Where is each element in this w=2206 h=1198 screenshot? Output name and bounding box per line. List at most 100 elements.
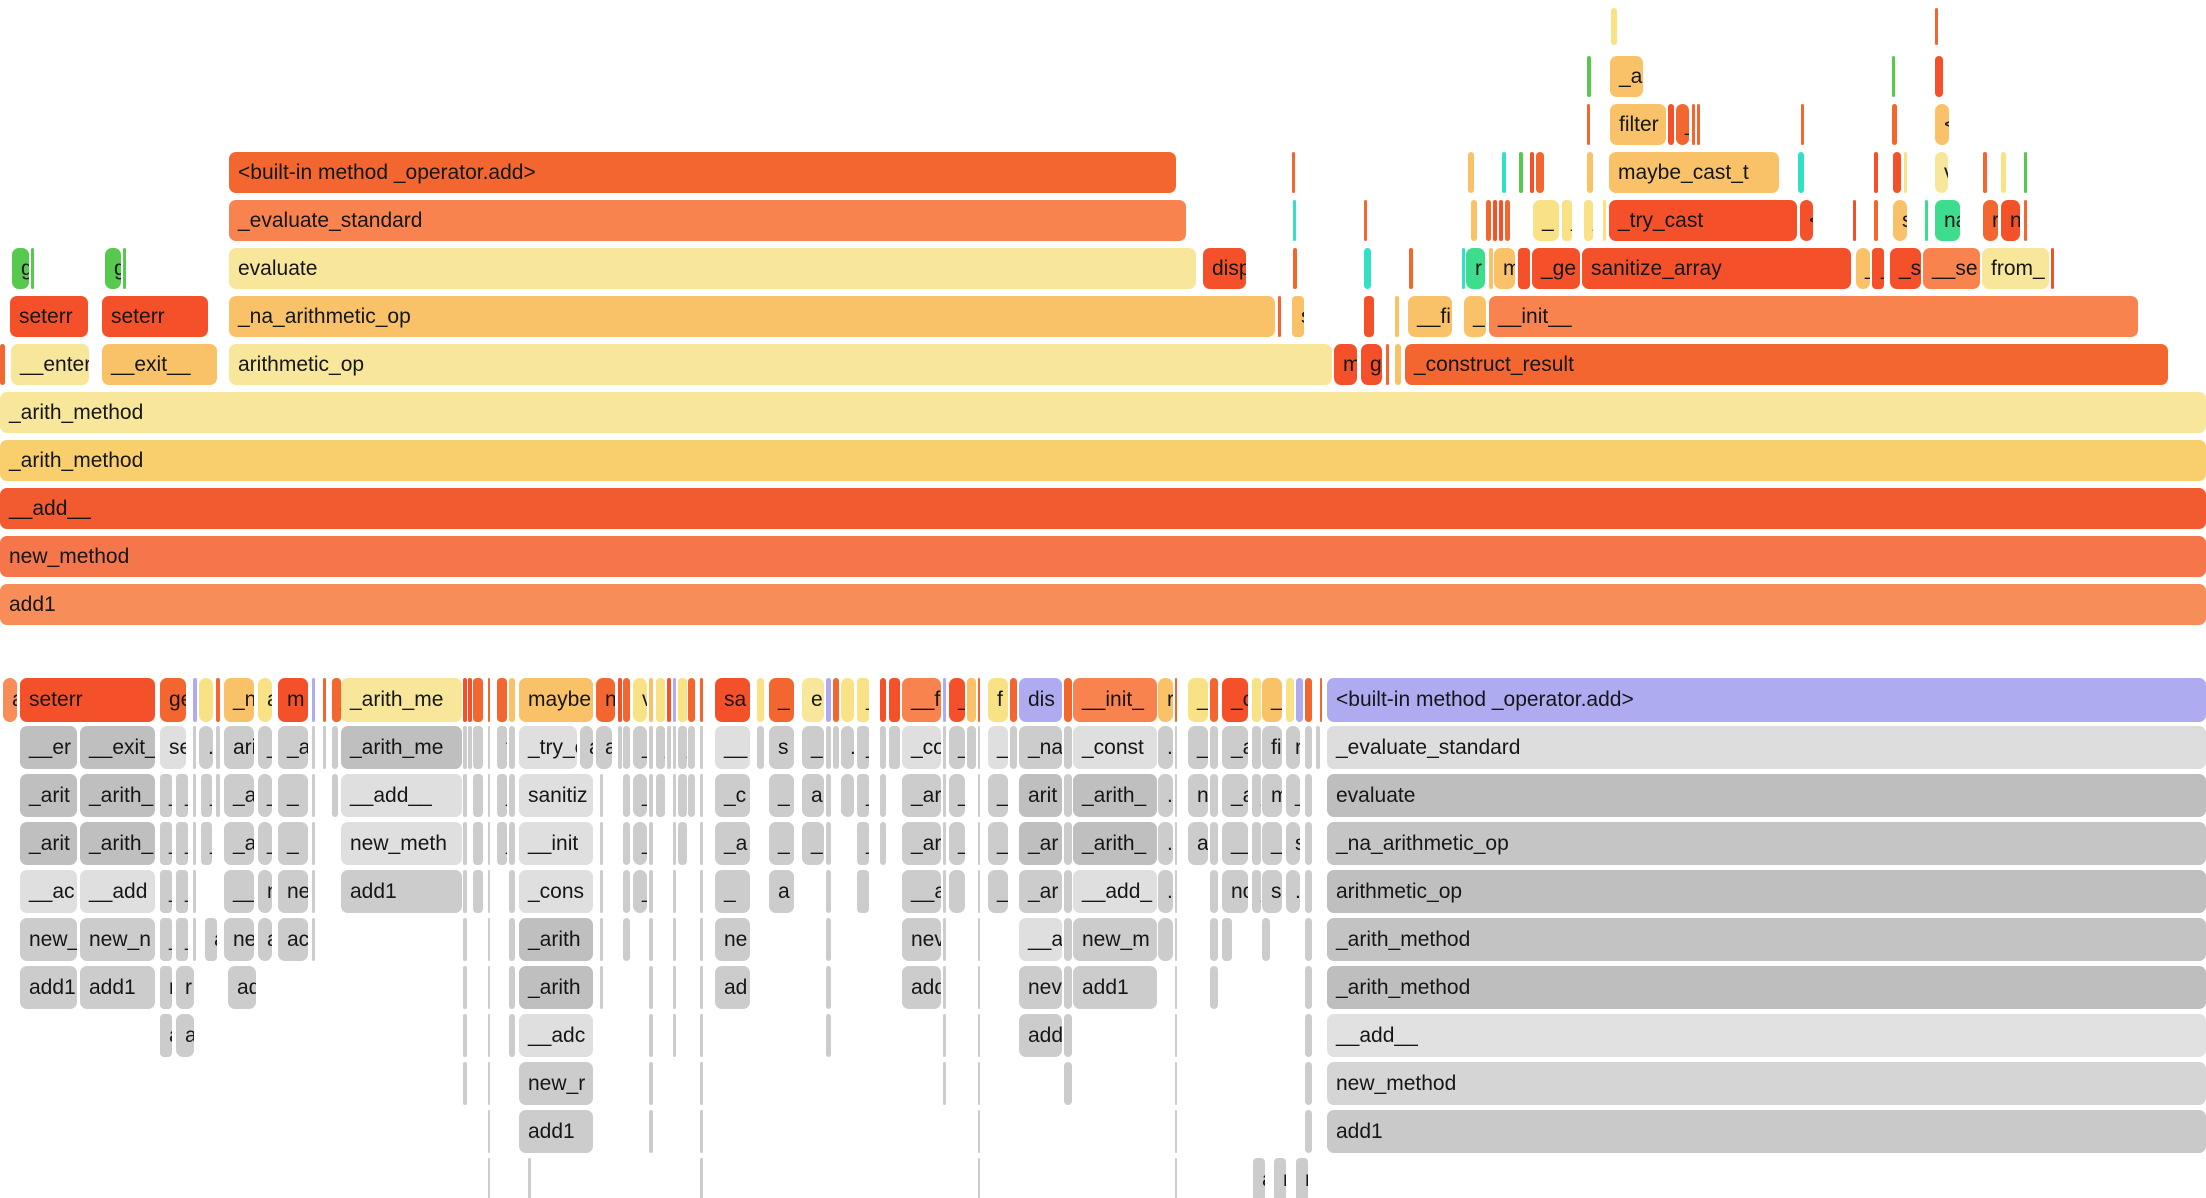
bottom-frame-sliver[interactable] bbox=[600, 774, 603, 817]
bottom-frame-_[interactable]: _ bbox=[633, 726, 647, 769]
bottom-frame-_[interactable]: _ bbox=[949, 726, 965, 769]
bottom-frame-_a[interactable]: _a bbox=[224, 774, 254, 817]
bottom-frame-_[interactable]: _ bbox=[802, 822, 824, 865]
bottom-frame-m[interactable]: m bbox=[1262, 774, 1282, 817]
bottom-frame-a[interactable]: a bbox=[258, 918, 272, 961]
bottom-frame-sliver[interactable] bbox=[678, 774, 687, 817]
bottom-frame-__er[interactable]: __er bbox=[20, 726, 77, 769]
bottom-frame-[interactable]: . bbox=[841, 726, 854, 769]
bottom-frame-__add__[interactable]: __add__ bbox=[1327, 1014, 2206, 1057]
top-frame-new_method[interactable]: new_method bbox=[0, 536, 2206, 577]
bottom-frame-_[interactable]: _ bbox=[1262, 822, 1282, 865]
top-frame-_[interactable]: _ bbox=[1584, 200, 1593, 241]
top-frame-sliver[interactable] bbox=[1874, 200, 1878, 241]
bottom-frame-sliver[interactable] bbox=[943, 822, 946, 865]
bottom-frame-sliver[interactable] bbox=[826, 678, 831, 722]
bottom-frame-sliver[interactable] bbox=[463, 774, 467, 817]
bottom-frame-sliver[interactable] bbox=[1210, 726, 1218, 769]
top-frame-sliver[interactable] bbox=[1530, 152, 1534, 193]
bottom-frame-sliver[interactable] bbox=[967, 726, 976, 769]
bottom-frame-_[interactable]: _ bbox=[1252, 774, 1261, 817]
bottom-frame-a[interactable]: a bbox=[1253, 1158, 1265, 1198]
bottom-frame-sliver[interactable] bbox=[509, 678, 515, 722]
bottom-frame-sliver[interactable] bbox=[1210, 822, 1218, 865]
bottom-frame-sliver[interactable] bbox=[978, 678, 980, 722]
top-frame-filter[interactable]: filter bbox=[1610, 104, 1666, 145]
bottom-frame-ne[interactable]: ne bbox=[224, 918, 254, 961]
bottom-frame-sliver[interactable] bbox=[216, 726, 220, 769]
bottom-frame-_[interactable]: _ bbox=[988, 822, 1008, 865]
bottom-frame-sliver[interactable] bbox=[463, 678, 467, 722]
bottom-frame-_[interactable]: _ bbox=[497, 774, 507, 817]
bottom-frame-sliver[interactable] bbox=[1175, 774, 1177, 817]
bottom-frame-sliver[interactable] bbox=[312, 678, 315, 722]
bottom-frame-_[interactable]: _ bbox=[769, 774, 794, 817]
top-frame-evaluate[interactable]: evaluate bbox=[229, 248, 1196, 289]
bottom-frame-_[interactable]: _ bbox=[497, 822, 507, 865]
top-frame-sliver[interactable] bbox=[1395, 296, 1399, 337]
bottom-frame-_[interactable]: _ bbox=[201, 822, 212, 865]
bottom-frame-sliver[interactable] bbox=[488, 918, 490, 961]
top-frame-sliver[interactable] bbox=[1505, 200, 1510, 241]
bottom-frame-_[interactable]: _ bbox=[802, 726, 824, 769]
bottom-frame-a[interactable]: a bbox=[580, 726, 593, 769]
bottom-frame-new_method[interactable]: new_method bbox=[1327, 1062, 2206, 1105]
bottom-frame-sliver[interactable] bbox=[488, 1014, 490, 1057]
top-frame-[interactable]: < bbox=[1935, 104, 1949, 145]
bottom-frame-_evaluate_standard[interactable]: _evaluate_standard bbox=[1327, 726, 2206, 769]
bottom-frame-sliver[interactable] bbox=[688, 726, 695, 769]
bottom-frame-sliver[interactable] bbox=[700, 1110, 703, 1153]
bottom-frame-_[interactable]: _ bbox=[278, 822, 308, 865]
top-frame-sliver[interactable] bbox=[1502, 152, 1506, 193]
top-frame-sliver[interactable] bbox=[1292, 152, 1295, 193]
bottom-frame-sliver[interactable] bbox=[673, 1014, 676, 1057]
bottom-frame-sliver[interactable] bbox=[826, 726, 831, 769]
bottom-frame-sliver[interactable] bbox=[488, 822, 490, 865]
bottom-frame-sliver[interactable] bbox=[199, 678, 213, 722]
bottom-frame-sa[interactable]: sa bbox=[715, 678, 750, 722]
bottom-frame-sliver[interactable] bbox=[841, 774, 854, 817]
bottom-frame-sliver[interactable] bbox=[312, 726, 315, 769]
top-frame-arithmetic_op[interactable]: arithmetic_op bbox=[229, 344, 1332, 385]
bottom-frame-add[interactable]: add bbox=[902, 966, 941, 1009]
bottom-frame-_[interactable]: _ bbox=[332, 678, 341, 722]
top-frame-sliver[interactable] bbox=[1587, 152, 1593, 193]
bottom-frame-sliver[interactable] bbox=[978, 822, 980, 865]
top-frame-[interactable]: < bbox=[1800, 200, 1813, 241]
bottom-frame-sliver[interactable] bbox=[1064, 870, 1072, 913]
top-frame-m[interactable]: m bbox=[1494, 248, 1515, 289]
bottom-frame-__[interactable]: __ bbox=[224, 870, 254, 913]
bottom-frame-sliver[interactable] bbox=[656, 774, 665, 817]
bottom-frame-f[interactable]: f bbox=[988, 678, 1008, 722]
top-frame-g[interactable]: g bbox=[105, 248, 121, 289]
bottom-frame-sliver[interactable] bbox=[667, 678, 671, 722]
bottom-frame-s[interactable]: s bbox=[1252, 822, 1261, 865]
bottom-frame-_[interactable]: _ bbox=[176, 822, 188, 865]
bottom-frame-sliver[interactable] bbox=[673, 678, 676, 722]
bottom-frame-sliver[interactable] bbox=[978, 1110, 980, 1153]
top-frame-sliver[interactable] bbox=[1471, 200, 1477, 241]
bottom-frame-sliver[interactable] bbox=[509, 774, 515, 817]
top-frame-sliver[interactable] bbox=[31, 248, 34, 289]
top-frame-sliver[interactable] bbox=[1874, 152, 1878, 193]
top-frame-sliver[interactable] bbox=[1519, 152, 1523, 193]
bottom-frame-sliver[interactable] bbox=[1064, 1014, 1072, 1057]
top-frame-s[interactable]: s bbox=[1292, 296, 1304, 337]
bottom-frame-__add__[interactable]: __add__ bbox=[341, 774, 462, 817]
bottom-frame-_[interactable]: _ bbox=[769, 678, 794, 722]
bottom-frame-sliver[interactable] bbox=[978, 918, 980, 961]
bottom-frame-sliver[interactable] bbox=[833, 678, 839, 722]
top-frame-_construct_result[interactable]: _construct_result bbox=[1405, 344, 2168, 385]
bottom-frame-sliver[interactable] bbox=[618, 678, 622, 722]
top-frame-_evaluate_standard[interactable]: _evaluate_standard bbox=[229, 200, 1186, 241]
bottom-frame-sliver[interactable] bbox=[678, 678, 687, 722]
bottom-frame-sliver[interactable] bbox=[1210, 774, 1218, 817]
bottom-frame-sliver[interactable] bbox=[1175, 1014, 1177, 1057]
top-frame-sliver[interactable] bbox=[1409, 248, 1413, 289]
bottom-frame-sliver[interactable] bbox=[488, 1110, 490, 1153]
bottom-frame-__a[interactable]: __a bbox=[1019, 918, 1062, 961]
bottom-frame-sliver[interactable] bbox=[1175, 1110, 1177, 1153]
bottom-frame-sliver[interactable] bbox=[880, 726, 886, 769]
bottom-frame-_try_c[interactable]: _try_c bbox=[519, 726, 577, 769]
bottom-frame-sliver[interactable] bbox=[618, 726, 622, 769]
